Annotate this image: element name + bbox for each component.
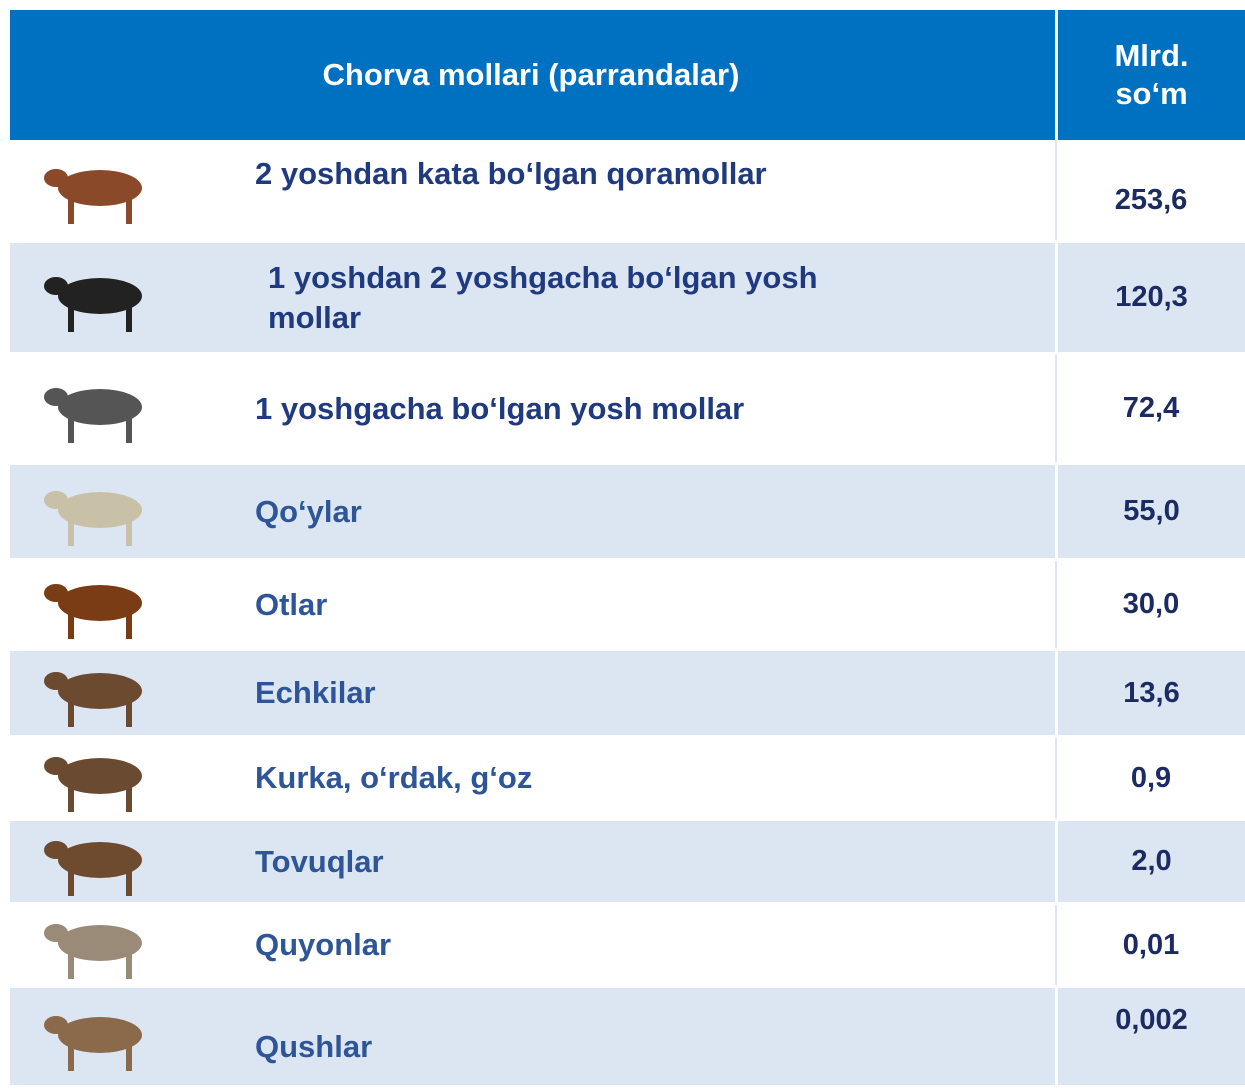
row-name: 2 yoshdan kata bo‘lgan qoramollar: [255, 156, 767, 191]
row-value: 55,0: [1055, 465, 1245, 558]
row-value: 72,4: [1055, 355, 1245, 462]
table-row: 2 yoshdan kata bo‘lgan qoramollar 253,6: [10, 140, 1245, 240]
row-value: 30,0: [1055, 561, 1245, 648]
header-line: Mlrd.: [1114, 38, 1189, 73]
row-name: Otlar: [255, 586, 328, 622]
animal-icon: [44, 583, 142, 639]
table-row: Tovuqlar 2,0: [10, 821, 1245, 902]
row-name: Qo‘ylar: [255, 493, 362, 529]
row-value: 2,0: [1055, 821, 1245, 902]
animal-icon: [44, 757, 142, 812]
table-row: Echkilar 13,6: [10, 651, 1245, 735]
row-name: Kurka, o‘rdak, g‘oz: [255, 760, 533, 795]
row-name: Qushlar: [255, 1029, 373, 1064]
table-row: Kurka, o‘rdak, g‘oz 0,9: [10, 738, 1245, 818]
header-cell: Mlrd. so‘m: [1055, 10, 1245, 140]
row-name: 1 yoshgacha bo‘lgan yosh mollar: [255, 390, 745, 426]
row-name: Quyonlar: [255, 927, 392, 962]
animal-icon: [44, 1015, 142, 1071]
animal-icon: [44, 672, 142, 727]
table-row: 1 yoshgacha bo‘lgan yosh mollar 72,4: [10, 355, 1245, 462]
row-value: 0,002: [1055, 988, 1245, 1085]
table-row: Otlar 30,0: [10, 561, 1245, 648]
table-row: Qushlar 0,002: [10, 988, 1245, 1085]
row-value: 0,9: [1055, 738, 1245, 818]
table-row: 1 yoshdan 2 yoshgacha bo‘lgan yosh molla…: [10, 243, 1245, 352]
row-value: 13,6: [1055, 651, 1245, 735]
animal-icon: [44, 387, 142, 443]
table-row: Quyonlar 0,01: [10, 905, 1245, 985]
row-value: 253,6: [1055, 140, 1245, 240]
header-line: so‘m: [1115, 76, 1188, 111]
row-name: Tovuqlar: [255, 843, 384, 879]
animal-icon: [44, 276, 142, 332]
row-value: 0,01: [1055, 905, 1245, 985]
table-header: Chorva mollari (parrandalar) Mlrd. so‘m: [10, 10, 1245, 140]
table-row: Qo‘ylar 55,0: [10, 465, 1245, 558]
animal-icon: [44, 840, 142, 896]
animal-icon: [44, 490, 142, 546]
animal-icon: [44, 169, 142, 224]
animal-icon: [44, 924, 142, 979]
row-name: 1 yoshdan 2 yoshgacha bo‘lgan yosh molla…: [268, 259, 818, 335]
row-name: Echkilar: [255, 675, 376, 710]
header-cell: Chorva mollari (parrandalar): [322, 57, 740, 92]
row-value: 120,3: [1055, 243, 1245, 352]
